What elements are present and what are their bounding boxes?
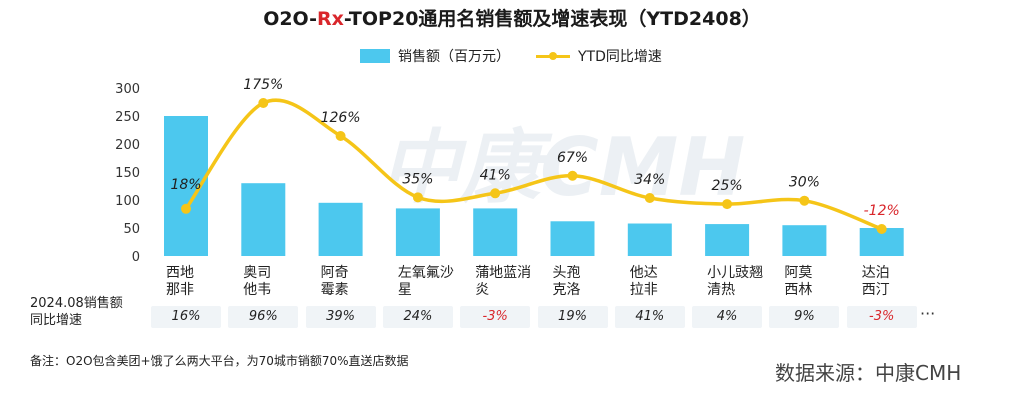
- title-rx: Rx: [316, 8, 344, 30]
- bars: [164, 116, 904, 256]
- category-label: 星: [398, 282, 412, 298]
- bar: [627, 223, 672, 256]
- growth-cell: 41%: [614, 306, 685, 328]
- category-label: 头孢: [553, 265, 581, 281]
- growth-line: [184, 98, 883, 231]
- y-axis: 0 50 100 150 200 250 300: [115, 82, 140, 265]
- category-label: 那非: [166, 282, 194, 298]
- more-indicator: ···: [920, 304, 936, 323]
- growth-label: 126%: [321, 110, 361, 126]
- y-tick-label: 0: [132, 250, 140, 265]
- legend-item-line: YTD同比增速: [536, 46, 662, 66]
- growth-point: [799, 195, 810, 206]
- title-prefix: O2O-: [263, 8, 317, 30]
- growth-point: [335, 131, 346, 142]
- legend-line-label: YTD同比增速: [578, 49, 662, 65]
- growth-point: [181, 203, 191, 214]
- category-label: 左氧氟沙: [398, 265, 454, 281]
- growth-label: 18%: [170, 177, 201, 193]
- bar: [473, 208, 518, 256]
- growth-cell: 19%: [537, 306, 608, 328]
- table-row-label-sales: 2024.08销售额: [30, 296, 123, 311]
- growth-label: 35%: [402, 171, 433, 187]
- category-label: 阿莫: [784, 265, 812, 281]
- chart-title: O2O-Rx-TOP20通用名销售额及增速表现（YTD2408）: [0, 4, 1024, 31]
- growth-label: 25%: [712, 178, 743, 194]
- chart-svg: 中康CMH 0 50 100 150 200 250 300 18% 175% 126% 35% 4…: [115, 77, 904, 298]
- bar: [395, 208, 440, 256]
- y-tick-label: 250: [115, 110, 140, 125]
- growth-cell: 24%: [382, 306, 453, 328]
- growth-points: 18% 175% 126% 35% 41% 67% 34% 25% 30% -12%: [170, 77, 900, 234]
- category-label: 克洛: [553, 282, 581, 298]
- category-label: 他达: [630, 265, 658, 281]
- footnote: 备注：O2O包含美团+饿了么两大平台，为70城市销额70%直送店数据: [30, 354, 409, 368]
- growth-cell: -3%: [460, 306, 531, 328]
- growth-label: 175%: [243, 77, 283, 93]
- category-label: 阿奇: [321, 264, 349, 281]
- y-tick-label: 300: [115, 82, 140, 97]
- bar: [782, 225, 827, 256]
- category-label: 霉素: [321, 282, 349, 298]
- growth-point: [722, 199, 733, 210]
- category-label: 西地: [166, 265, 194, 281]
- legend-item-bar: 销售额（百万元）: [360, 46, 510, 66]
- growth-point: [567, 170, 578, 181]
- growth-label: 30%: [789, 175, 820, 191]
- title-suffix: -TOP20通用名销售额及增速表现（YTD2408）: [343, 8, 761, 30]
- growth-point: [258, 98, 269, 108]
- category-label: 他韦: [243, 282, 271, 298]
- category-label: 奥司: [243, 264, 271, 281]
- y-tick-label: 100: [115, 194, 140, 209]
- category-label: 清热: [707, 282, 735, 298]
- growth-point: [876, 224, 887, 234]
- growth-cell: 96%: [228, 306, 299, 328]
- y-tick-label: 50: [123, 222, 140, 237]
- growth-label: 34%: [634, 172, 665, 188]
- growth-cell: -3%: [846, 306, 917, 328]
- growth-point: [644, 193, 655, 204]
- growth-point: [412, 192, 423, 203]
- category-label: 西汀: [862, 282, 890, 298]
- category-label: 炎: [475, 282, 489, 298]
- legend: 销售额（百万元） YTD同比增速: [360, 46, 662, 66]
- watermark: 中康CMH: [380, 121, 745, 214]
- data-source: 数据来源：中康CMH: [775, 361, 962, 385]
- legend-bar-swatch: [360, 49, 390, 63]
- growth-point: [490, 188, 501, 199]
- bar: [550, 221, 595, 256]
- y-tick-label: 200: [115, 138, 140, 153]
- legend-line-swatch: [536, 49, 570, 63]
- category-label: 拉非: [630, 282, 658, 298]
- growth-label: -12%: [864, 203, 900, 219]
- bar: [705, 224, 750, 256]
- category-label: 西林: [784, 282, 812, 298]
- growth-label: 41%: [480, 167, 511, 183]
- table-row-label-growth: 同比增速: [30, 313, 83, 328]
- growth-cell: 16%: [151, 306, 221, 328]
- category-label: 蒲地蓝消: [475, 265, 531, 281]
- growth-cell: 9%: [769, 306, 840, 328]
- growth-cell: 39%: [305, 306, 376, 328]
- legend-bar-label: 销售额（百万元）: [398, 49, 510, 65]
- growth-cell: 4%: [692, 306, 763, 328]
- bar: [318, 202, 363, 256]
- bar: [241, 183, 286, 256]
- y-tick-label: 150: [115, 166, 140, 181]
- growth-label: 67%: [557, 150, 588, 166]
- category-label: 小儿豉翘: [707, 265, 763, 281]
- category-label: 达泊: [862, 265, 890, 281]
